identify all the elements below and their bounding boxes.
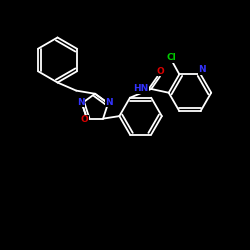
Text: N: N — [198, 65, 206, 74]
Text: O: O — [156, 67, 164, 76]
Text: Cl: Cl — [167, 53, 177, 62]
Text: HN: HN — [133, 84, 148, 93]
Text: N: N — [106, 98, 113, 106]
Text: N: N — [77, 98, 84, 106]
Text: O: O — [80, 115, 88, 124]
